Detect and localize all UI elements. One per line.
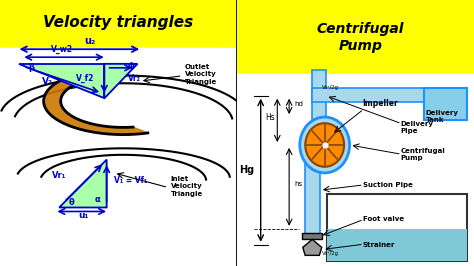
Text: V_w2: V_w2 xyxy=(51,45,73,54)
Bar xyxy=(302,233,322,239)
Text: Foot valve: Foot valve xyxy=(363,217,404,222)
Text: u₁: u₁ xyxy=(78,211,88,220)
Text: Delivery
Tank: Delivery Tank xyxy=(426,110,458,123)
Text: β: β xyxy=(28,64,35,73)
Text: Vr₁: Vr₁ xyxy=(52,171,66,180)
Bar xyxy=(304,152,320,234)
Bar xyxy=(327,194,467,261)
Text: V_f2: V_f2 xyxy=(76,74,95,83)
Polygon shape xyxy=(59,160,107,207)
Bar xyxy=(237,0,474,74)
Text: V₂: V₂ xyxy=(42,77,53,86)
Text: hd: hd xyxy=(294,101,303,107)
Bar xyxy=(237,74,474,266)
Text: Hs: Hs xyxy=(265,113,275,122)
Text: Centrifugal
Pump: Centrifugal Pump xyxy=(401,148,445,161)
Text: Inlet
Velocity
Triangle: Inlet Velocity Triangle xyxy=(171,176,203,197)
Bar xyxy=(311,88,432,102)
Text: Suction Pipe: Suction Pipe xyxy=(363,182,412,188)
Circle shape xyxy=(305,123,344,167)
Text: Impeller: Impeller xyxy=(363,99,398,109)
Bar xyxy=(311,70,326,120)
Text: V₁ = Vf₁: V₁ = Vf₁ xyxy=(114,176,147,185)
Text: Velocity triangles: Velocity triangles xyxy=(44,15,193,30)
Bar xyxy=(0,48,237,266)
Text: hs: hs xyxy=(294,181,302,187)
Circle shape xyxy=(300,117,349,173)
Text: θ: θ xyxy=(69,198,74,207)
Text: Delivery
Pipe: Delivery Pipe xyxy=(401,121,434,134)
Text: Outlet
Velocity
Triangle: Outlet Velocity Triangle xyxy=(185,64,217,85)
Polygon shape xyxy=(303,239,322,255)
Polygon shape xyxy=(44,69,148,135)
Text: Centrifugal
Pump: Centrifugal Pump xyxy=(317,22,404,53)
Text: Strainer: Strainer xyxy=(363,242,395,248)
Text: Vs²/2g: Vs²/2g xyxy=(322,85,339,90)
Text: α: α xyxy=(95,195,100,204)
Polygon shape xyxy=(104,64,137,98)
Text: Vs²/2g: Vs²/2g xyxy=(322,251,339,256)
Text: Hg: Hg xyxy=(239,165,254,175)
Text: u₂: u₂ xyxy=(84,36,96,46)
Polygon shape xyxy=(19,64,104,98)
Bar xyxy=(424,88,467,120)
Text: Φ: Φ xyxy=(128,62,135,71)
Bar xyxy=(327,229,467,261)
Text: Vr₂: Vr₂ xyxy=(128,74,141,83)
Bar xyxy=(0,0,237,48)
